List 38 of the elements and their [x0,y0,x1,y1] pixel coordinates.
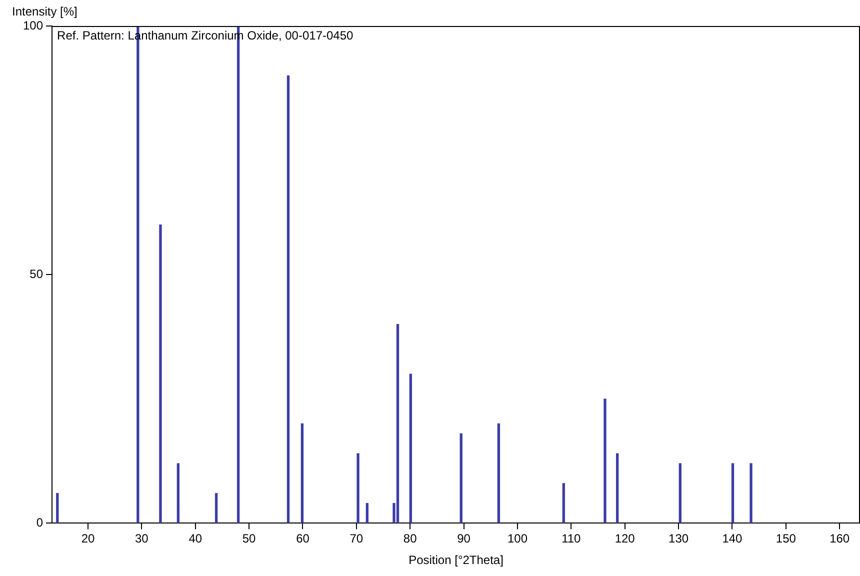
bar [286,75,290,524]
x-axis-title: Position [°2Theta] [408,553,504,568]
x-tick-label: 60 [296,532,310,546]
x-tick-label: 80 [403,532,418,546]
y-tick-label: 50 [30,266,44,281]
y-tick-label: 100 [22,18,44,32]
bar [678,463,682,524]
bar [366,502,368,524]
bar [750,463,752,524]
x-tick-label: 70 [350,532,364,546]
x-tick-label: 90 [457,532,471,546]
bar [460,433,462,524]
bar [56,493,59,524]
x-tick-label: 150 [776,532,796,546]
bar [497,423,500,524]
bar [214,493,218,524]
bar [604,398,606,524]
x-tick-label: 100 [507,532,528,546]
x-tick-label: 130 [668,532,689,546]
x-tick-label: 30 [135,532,149,546]
x-tick-label: 160 [830,532,850,546]
bar [616,453,619,524]
x-tick-label: 20 [81,532,95,546]
bar [409,374,412,524]
bar [562,483,565,524]
x-tick-label: 120 [614,532,636,546]
y-tick-label: 0 [36,516,44,530]
bar [731,463,734,524]
bar [356,453,360,524]
bar [159,224,162,524]
x-tick-label: 50 [242,532,256,546]
x-tick-label: 40 [188,532,202,546]
x-tick-label: 140 [722,532,743,546]
y-axis-title: Intensity [%] [12,4,78,18]
bar [300,423,304,524]
x-tick-label: 110 [562,532,582,546]
bar [396,324,400,524]
bar [176,463,180,524]
